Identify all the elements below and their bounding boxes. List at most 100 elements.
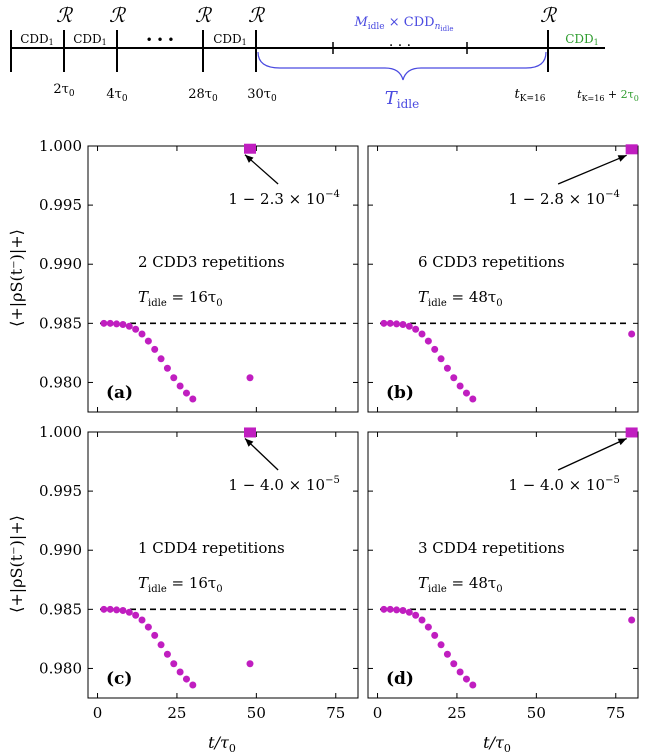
- cdd1-label-green: CDD1: [565, 32, 599, 47]
- tick-label-30: 30τ0: [247, 87, 277, 104]
- data-point: [405, 608, 413, 616]
- panel-b: 1 − 2.8 × 10−4 6 CDD3 repetitions Tidle = …: [367, 144, 639, 413]
- data-point: [189, 395, 197, 403]
- data-point: [437, 355, 445, 363]
- data-point: [456, 382, 464, 390]
- data-point: [386, 319, 394, 327]
- plot-frame: [367, 431, 639, 699]
- data-point: [144, 337, 152, 345]
- data-point: [163, 364, 171, 372]
- final-marker: [625, 144, 638, 155]
- data-point: [113, 606, 121, 614]
- panel-label: (d): [386, 669, 414, 689]
- arrow-head: [245, 154, 254, 163]
- data-point: [182, 389, 190, 397]
- data-point: [424, 337, 432, 345]
- x-tick-label: 25: [447, 704, 466, 722]
- data-point: [418, 616, 426, 624]
- y-tick-label: 1.000: [39, 423, 82, 441]
- data-point: [431, 345, 439, 353]
- sequence-timeline: ℛ ℛ ℛ ℛ ℛ CDD1 CDD1 CDD1 CDD1 • • • . . …: [10, 3, 639, 111]
- repetitions-text: 3 CDD4 repetitions: [418, 539, 565, 557]
- repetitions-text: 2 CDD3 repetitions: [138, 253, 285, 271]
- final-marker: [244, 427, 256, 438]
- data-point: [437, 641, 445, 649]
- data-point: [462, 389, 470, 397]
- data-point: [246, 660, 254, 668]
- data-point: [418, 330, 426, 338]
- data-point: [405, 322, 413, 330]
- idle-ellipsis: . . .: [389, 34, 411, 50]
- data-point: [469, 395, 477, 403]
- panel-d: 0 25 50 75 1 − 4.0 × 10−5 3 CDD4 repetitions T…: [367, 427, 639, 722]
- annotation-text: 1 − 4.0 × 10−5: [508, 475, 619, 494]
- x-tick-label: 75: [606, 704, 625, 722]
- tk-label: tK=16: [515, 87, 546, 104]
- data-point: [138, 616, 146, 624]
- data-point: [132, 611, 140, 619]
- x-axis-label-left: t/τ0: [208, 733, 236, 754]
- plot-frame: [87, 145, 359, 413]
- data-point: [189, 681, 197, 689]
- y-tick-label: 0.995: [39, 482, 82, 500]
- y-tick-label: 1.000: [39, 137, 82, 155]
- data-point: [170, 374, 178, 382]
- y-tick-label: 0.985: [39, 600, 82, 618]
- panel-a: 1.000 0.995 0.990 0.985 0.980 1 − 2.3 × 10−4 2…: [39, 137, 359, 413]
- tidle-text: Tidle = 48τ0: [418, 574, 503, 595]
- data-point: [100, 319, 108, 327]
- ellipsis-dots: • • •: [146, 33, 175, 47]
- data-point: [628, 616, 636, 624]
- arrow-head: [245, 438, 254, 447]
- data-point: [157, 355, 165, 363]
- data-point: [443, 650, 451, 658]
- data-point: [138, 330, 146, 338]
- data-point: [163, 650, 171, 658]
- panels: 1.000 0.995 0.990 0.985 0.980 1 − 2.3 × 10−4 2…: [39, 137, 639, 722]
- data-point: [431, 631, 439, 639]
- data-point: [144, 623, 152, 631]
- tick-label-4: 4τ0: [106, 87, 127, 104]
- data-point: [106, 605, 114, 613]
- data-point: [462, 675, 470, 683]
- x-tick-label: 0: [93, 704, 103, 722]
- annotation-arrow: [557, 437, 627, 471]
- tidle-text: Tidle = 16τ0: [138, 574, 223, 595]
- annotation-text: 1 − 4.0 × 10−5: [228, 475, 339, 494]
- x-axis-label-right: t/τ0: [483, 733, 511, 754]
- x-tick-label: 0: [373, 704, 383, 722]
- x-tick-label: 75: [326, 704, 345, 722]
- data-point: [386, 605, 394, 613]
- x-tick-label: 25: [167, 704, 186, 722]
- data-point: [176, 382, 184, 390]
- y-tick-label: 0.985: [39, 314, 82, 332]
- data-point: [246, 374, 254, 382]
- tk-plus-label: tK=16 + 2τ0: [577, 88, 639, 103]
- data-point: [170, 660, 178, 668]
- data-point: [380, 319, 388, 327]
- data-point: [151, 345, 159, 353]
- r-symbol-4: ℛ: [248, 3, 266, 27]
- y-tick-label: 0.990: [39, 255, 82, 273]
- repetitions-text: 1 CDD4 repetitions: [138, 539, 285, 557]
- annotation-text: 1 − 2.8 × 10−4: [508, 189, 619, 208]
- data-point: [176, 668, 184, 676]
- data-point: [399, 607, 407, 615]
- data-point: [157, 641, 165, 649]
- y-tick-label: 0.995: [39, 196, 82, 214]
- y-tick-label: 0.980: [39, 373, 82, 391]
- data-point: [119, 607, 127, 615]
- cdd1-label-1: CDD1: [20, 32, 54, 47]
- panel-label: (a): [106, 383, 133, 403]
- data-point: [113, 320, 121, 328]
- data-point: [100, 605, 108, 613]
- r-symbol-3: ℛ: [195, 3, 213, 27]
- data-point: [132, 325, 140, 333]
- data-point: [469, 681, 477, 689]
- final-marker: [244, 143, 256, 154]
- data-point: [151, 631, 159, 639]
- t-idle-label: Tidle: [385, 88, 419, 111]
- plot-frame: [87, 431, 359, 699]
- data-point: [380, 605, 388, 613]
